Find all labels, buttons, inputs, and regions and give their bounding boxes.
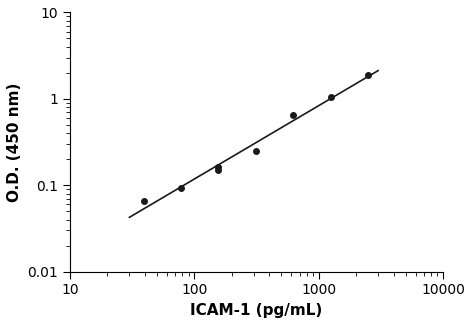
Y-axis label: O.D. (450 nm): O.D. (450 nm) bbox=[7, 82, 22, 202]
X-axis label: ICAM-1 (pg/mL): ICAM-1 (pg/mL) bbox=[191, 303, 323, 318]
